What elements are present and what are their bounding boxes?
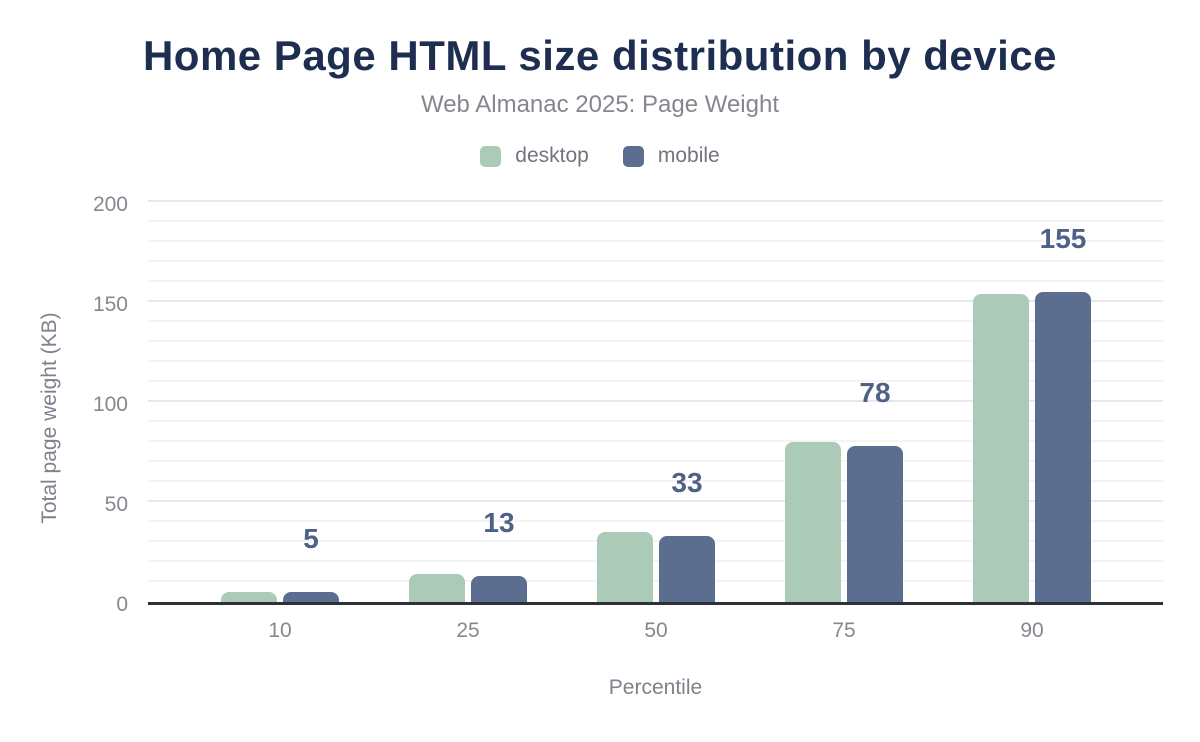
minor-gridline bbox=[148, 520, 1163, 522]
data-label-p25: 13 bbox=[483, 507, 515, 538]
minor-gridline bbox=[148, 260, 1163, 262]
bar-group-p25 bbox=[409, 574, 527, 602]
data-label-p50: 33 bbox=[671, 467, 703, 498]
chart-title: Home Page HTML size distribution by devi… bbox=[142, 32, 1058, 79]
desktop-bar-p10 bbox=[221, 592, 277, 602]
mobile-bar-p90 bbox=[1035, 292, 1091, 602]
desktop-swatch-icon bbox=[480, 145, 502, 167]
minor-gridline bbox=[148, 340, 1163, 342]
x-axis-title: Percentile bbox=[608, 676, 703, 699]
minor-gridline bbox=[148, 280, 1163, 282]
y-tick-label: 100 bbox=[92, 393, 128, 416]
legend-item-mobile[interactable]: mobile bbox=[622, 144, 720, 168]
mobile-bar-p10 bbox=[283, 592, 339, 602]
chart-subtitle: Web Almanac 2025: Page Weight bbox=[420, 91, 779, 118]
y-tick-label: 150 bbox=[92, 293, 128, 316]
minor-gridline bbox=[148, 360, 1163, 362]
x-tick-label: 75 bbox=[832, 619, 856, 642]
legend-item-desktop[interactable]: desktop bbox=[480, 144, 589, 168]
major-gridline bbox=[148, 300, 1163, 302]
desktop-bar-p50 bbox=[597, 532, 653, 602]
minor-gridline bbox=[148, 380, 1163, 382]
data-label-p10: 5 bbox=[303, 523, 319, 554]
legend: desktop mobile bbox=[0, 144, 1200, 168]
data-label-p75: 78 bbox=[859, 377, 891, 408]
minor-gridline bbox=[148, 480, 1163, 482]
major-gridline bbox=[148, 500, 1163, 502]
minor-gridline bbox=[148, 460, 1163, 462]
desktop-bar-p75 bbox=[785, 442, 841, 602]
minor-gridline bbox=[148, 440, 1163, 442]
x-tick-label: 25 bbox=[456, 619, 480, 642]
y-tick-label: 200 bbox=[92, 193, 128, 216]
plot-area: 0 50 100 150 200 10 5 25 13 50 33 75 78 90 155 bbox=[93, 193, 1163, 642]
bar-group-p90 bbox=[973, 292, 1091, 602]
bar-group-p10 bbox=[221, 592, 339, 602]
desktop-bar-p90 bbox=[973, 294, 1029, 602]
x-tick-label: 50 bbox=[644, 619, 668, 642]
mobile-bar-p50 bbox=[659, 536, 715, 602]
minor-gridline bbox=[148, 560, 1163, 562]
mobile-bar-p25 bbox=[471, 576, 527, 602]
y-tick-label: 50 bbox=[104, 493, 128, 516]
bar-group-p50 bbox=[597, 532, 715, 602]
minor-gridline bbox=[148, 420, 1163, 422]
desktop-bar-p25 bbox=[409, 574, 465, 602]
y-tick-label: 0 bbox=[116, 593, 128, 616]
legend-label-mobile: mobile bbox=[657, 144, 720, 167]
mobile-swatch-icon bbox=[622, 145, 644, 167]
mobile-bar-p75 bbox=[847, 446, 903, 602]
minor-gridline bbox=[148, 580, 1163, 582]
x-tick-label: 10 bbox=[268, 619, 292, 642]
y-axis-title: Total page weight (KB) bbox=[38, 312, 61, 524]
legend-label-desktop: desktop bbox=[515, 144, 589, 167]
minor-gridline bbox=[148, 540, 1163, 542]
minor-gridline bbox=[148, 220, 1163, 222]
data-label-p90: 155 bbox=[1039, 223, 1087, 254]
minor-gridline bbox=[148, 320, 1163, 322]
major-gridline bbox=[148, 200, 1163, 202]
major-gridline bbox=[148, 400, 1163, 402]
bar-group-p75 bbox=[785, 442, 903, 602]
x-tick-label: 90 bbox=[1020, 619, 1044, 642]
minor-gridline bbox=[148, 240, 1163, 242]
